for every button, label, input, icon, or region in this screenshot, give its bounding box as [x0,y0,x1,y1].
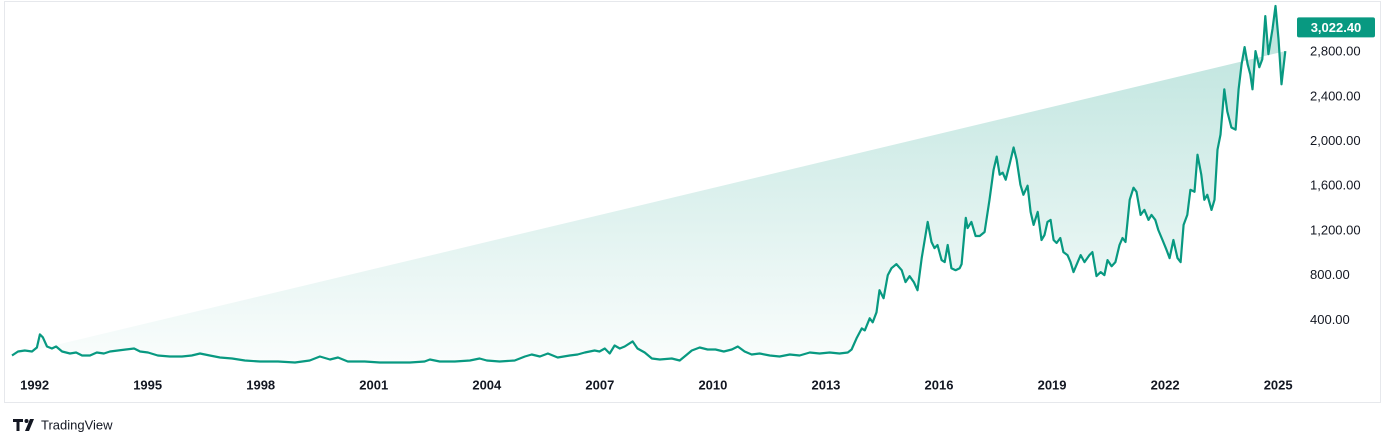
price-line [11,4,1287,364]
x-tick-label: 2022 [1151,377,1180,392]
x-tick-label: 2004 [472,377,502,392]
y-tick-label: 800.00 [1310,267,1350,282]
x-tick-label: 2016 [925,377,954,392]
last-price-badge [1297,17,1375,38]
x-tick-label: 1998 [246,377,275,392]
x-tick-label: 2025 [1264,377,1293,392]
watermark-logo [13,419,34,431]
x-tick-label: 2013 [811,377,840,392]
y-tick-label: 1,200.00 [1310,222,1361,237]
y-tick-label: 2,800.00 [1310,44,1361,59]
last-price-label: 3,022.40 [1311,20,1362,35]
x-tick-label: 2019 [1038,377,1067,392]
watermark-text: TradingView [41,417,113,432]
area-fill [12,6,1286,363]
y-tick-label: 1,600.00 [1310,178,1361,193]
x-tick-label: 1995 [133,377,162,392]
chart-frame [4,1,1381,403]
x-tick-label: 2007 [585,377,614,392]
y-tick-label: 2,400.00 [1310,88,1361,103]
x-tick-label: 2001 [359,377,388,392]
x-tick-label: 1992 [20,377,49,392]
y-tick-label: 2,000.00 [1310,133,1361,148]
plot-area: 400.00 800.00 1,200.00 1,600.00 2,000.00 2,40… [11,4,1375,392]
y-tick-label: 400.00 [1310,312,1350,327]
x-tick-label: 2010 [698,377,727,392]
